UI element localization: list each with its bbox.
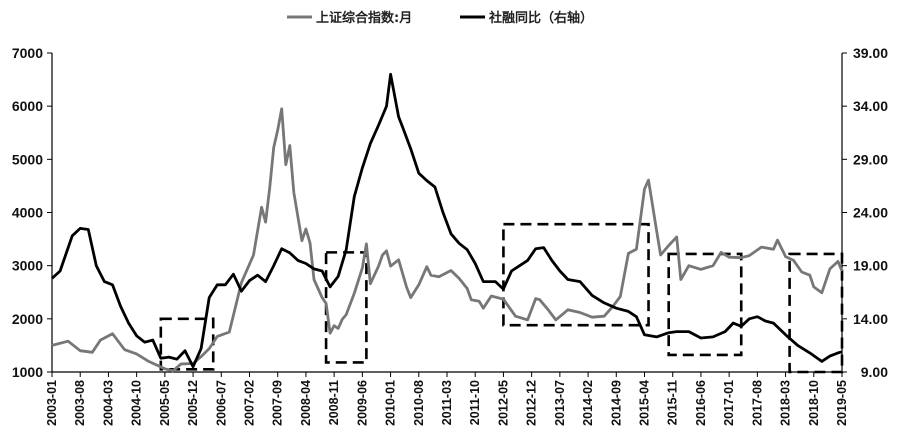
x-tick-label: 2015-11 (666, 380, 680, 425)
x-tick-label: 2007-09 (271, 380, 285, 426)
left-tick-label: 2000 (12, 311, 43, 327)
x-tick-label: 2008-11 (327, 380, 341, 425)
x-tick-label: 2017-01 (722, 380, 736, 426)
right-tick-label: 29.00 (853, 151, 888, 167)
x-tick-label: 2004-10 (130, 380, 144, 426)
x-tick-label: 2014-02 (581, 380, 595, 426)
right-axis-ticks: 9.00 14.00 19.00 24.00 29.00 34.00 39.00 (842, 45, 888, 380)
left-tick-label: 4000 (12, 205, 43, 221)
highlight-box (324, 251, 368, 364)
legend: 上证综合指数:月 社融同比（右轴） (287, 10, 593, 26)
x-tick-label: 2015-04 (638, 380, 652, 426)
x-tick-label: 2013-07 (553, 380, 567, 426)
right-tick-label: 9.00 (861, 364, 888, 380)
left-tick-label: 6000 (12, 98, 43, 114)
series-line-social-financing (51, 72, 843, 369)
x-tick-label: 2014-09 (609, 380, 623, 426)
x-tick-label: 2010-01 (384, 380, 398, 426)
x-tick-label: 2019-05 (835, 380, 849, 426)
left-tick-label: 1000 (12, 364, 43, 380)
x-axis-ticks: 2003-01 2003-08 2004-03 2004-10 2005-05 2005-… (45, 372, 849, 426)
x-tick-label: 2016-06 (694, 380, 708, 426)
left-axis-ticks: 1000 2000 3000 4000 5000 6000 7000 (12, 45, 52, 380)
x-tick-label: 2005-05 (158, 380, 172, 426)
right-tick-label: 14.00 (853, 311, 888, 327)
left-tick-label: 7000 (12, 45, 43, 61)
right-tick-label: 19.00 (853, 258, 888, 274)
x-tick-label: 2012-12 (525, 380, 539, 426)
highlight-box (502, 222, 650, 327)
highlight-box (667, 252, 743, 357)
right-tick-label: 24.00 (853, 205, 888, 221)
x-tick-label: 2009-06 (355, 380, 369, 426)
x-tick-label: 2011-10 (468, 380, 482, 425)
right-tick-label: 34.00 (853, 98, 888, 114)
axes (51, 53, 843, 373)
x-tick-label: 2018-03 (779, 380, 793, 426)
x-tick-label: 2008-04 (299, 380, 313, 426)
left-tick-label: 5000 (12, 151, 43, 167)
x-tick-label: 2005-12 (186, 380, 200, 426)
x-tick-label: 2003-08 (73, 380, 87, 426)
right-tick-label: 39.00 (853, 45, 888, 61)
x-tick-label: 2011-03 (440, 380, 454, 425)
x-tick-label: 2003-01 (45, 380, 59, 426)
x-tick-label: 2017-08 (750, 380, 764, 426)
highlight-box (788, 252, 844, 374)
x-tick-label: 2010-08 (412, 380, 426, 426)
x-tick-label: 2004-03 (101, 380, 115, 426)
x-tick-label: 2006-07 (214, 380, 228, 426)
x-tick-label: 2007-02 (243, 380, 257, 426)
x-tick-label: 2012-05 (496, 380, 510, 426)
series-line-shanghai-index (51, 107, 844, 373)
left-tick-label: 3000 (12, 258, 43, 274)
series-lines (51, 72, 844, 373)
legend-label-social-financing: 社融同比（右轴） (488, 10, 593, 26)
x-tick-label: 2018-10 (807, 380, 821, 426)
legend-label-shanghai-index: 上证综合指数:月 (316, 10, 412, 26)
